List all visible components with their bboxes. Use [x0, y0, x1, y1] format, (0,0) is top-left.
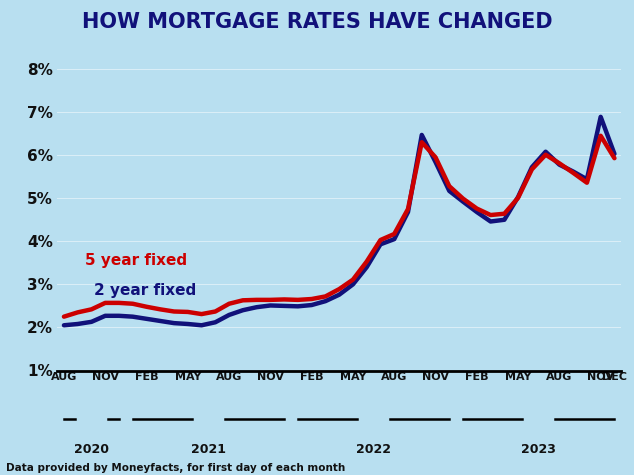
- Text: 2021: 2021: [191, 443, 226, 456]
- Text: HOW MORTGAGE RATES HAVE CHANGED: HOW MORTGAGE RATES HAVE CHANGED: [82, 12, 552, 32]
- Text: 2022: 2022: [356, 443, 391, 456]
- Text: 5 year fixed: 5 year fixed: [84, 253, 186, 268]
- Text: 2023: 2023: [521, 443, 556, 456]
- Text: 2020: 2020: [74, 443, 109, 456]
- Text: Data provided by Moneyfacts, for first day of each month: Data provided by Moneyfacts, for first d…: [6, 463, 346, 473]
- Text: 2 year fixed: 2 year fixed: [94, 283, 197, 298]
